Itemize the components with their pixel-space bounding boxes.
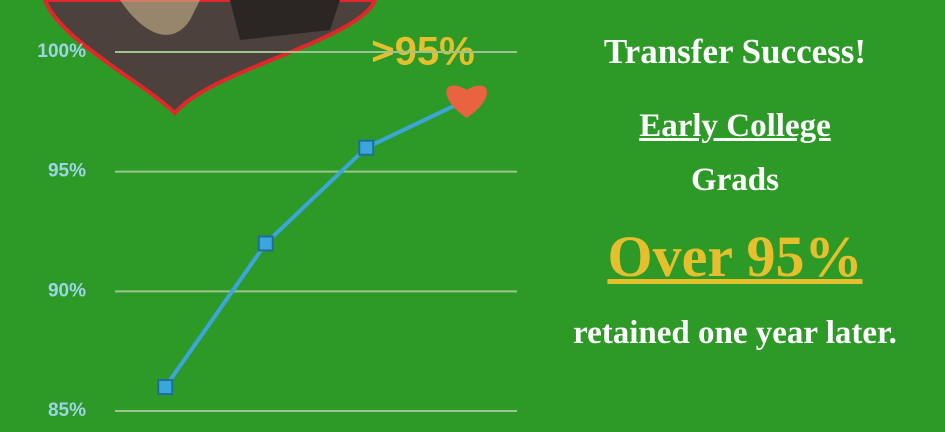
heart-marker (446, 85, 487, 117)
y-tick-label: 100% (37, 41, 86, 62)
subheading: Grads (530, 162, 940, 199)
marker (359, 141, 373, 155)
page: {"chart_data": {"type": "line", "categor… (0, 0, 945, 432)
y-tick-label: 90% (48, 280, 86, 301)
line (165, 100, 467, 387)
y-tick-label: 95% (48, 161, 86, 182)
highlight: Over 95% (530, 223, 940, 290)
subheading: Early College (530, 108, 940, 145)
marker (259, 236, 273, 250)
marker (158, 380, 172, 394)
body-text: retained one year later. (555, 310, 915, 356)
heading: Transfer Success! (530, 32, 940, 72)
y-tick-label: 85% (48, 400, 86, 421)
